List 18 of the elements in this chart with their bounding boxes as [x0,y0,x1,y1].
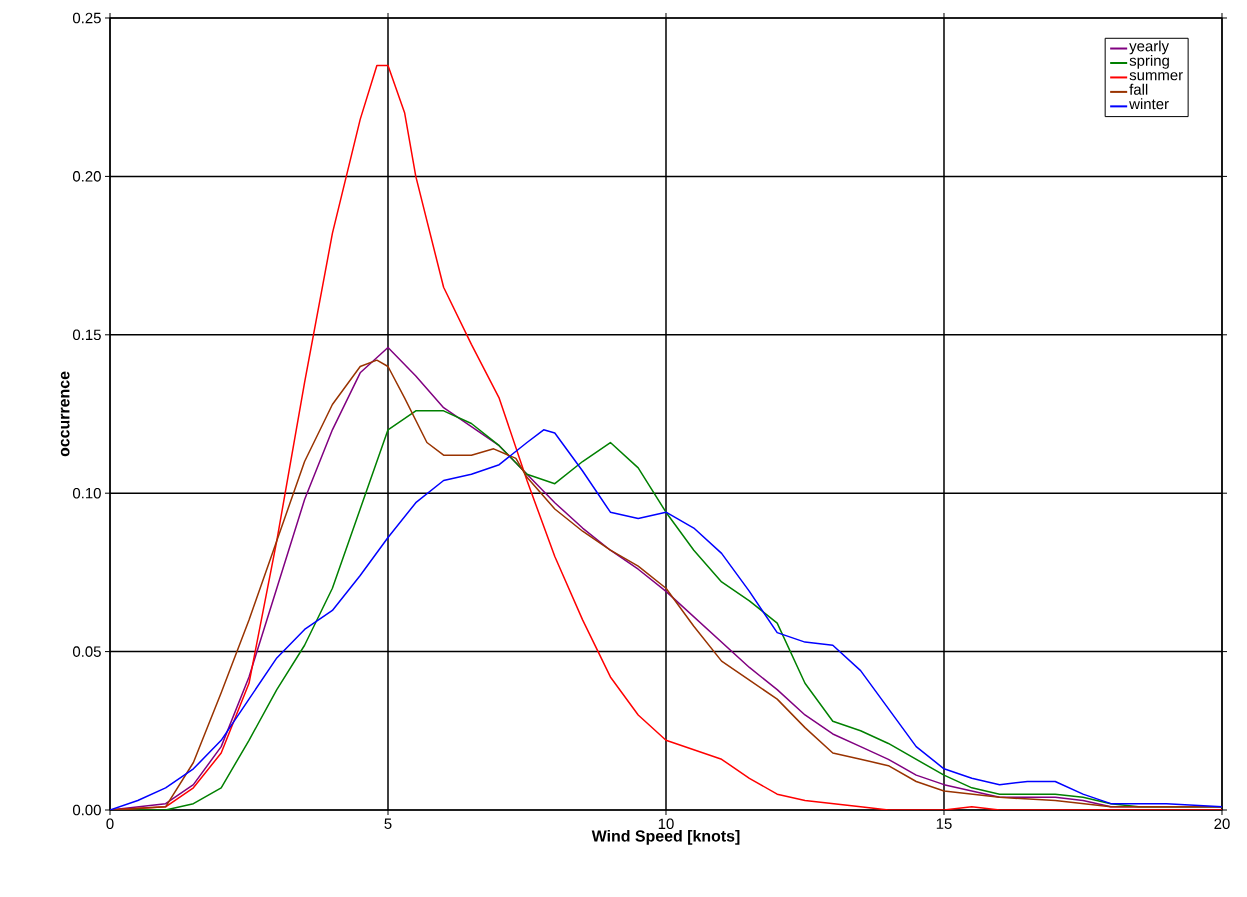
x-tick-label: 10 [658,818,674,830]
x-tick-label: 0 [106,818,114,830]
y-tick-label: 0.25 [72,12,101,24]
y-axis-title: occurrence [60,371,70,457]
y-tick-label: 0.10 [72,487,101,499]
x-tick-label: 5 [384,818,392,829]
y-tick-label: 0.00 [72,804,101,816]
legend-label: yearly [1129,40,1169,55]
x-axis-title: Wind Speed [knots] [591,829,740,845]
legend-label: summer [1129,72,1183,81]
y-tick-label: 0.05 [72,646,101,657]
y-tick-label: 0.15 [72,329,101,341]
legend-label: winter [1129,98,1169,110]
legend-label: fall [1129,83,1148,95]
x-tick-label: 20 [1214,818,1230,830]
y-tick-label: 0.20 [72,171,101,182]
x-tick-label: 15 [936,818,952,829]
legend-label: spring [1129,54,1169,69]
